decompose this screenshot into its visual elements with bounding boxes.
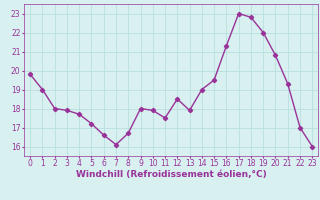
- X-axis label: Windchill (Refroidissement éolien,°C): Windchill (Refroidissement éolien,°C): [76, 170, 267, 179]
